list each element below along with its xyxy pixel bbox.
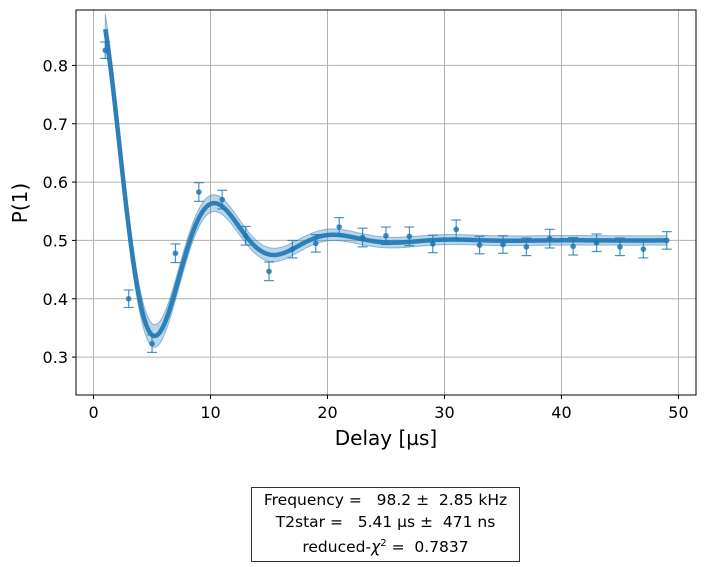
chi2-prefix: reduced-	[302, 538, 372, 557]
data-point	[240, 225, 251, 246]
y-axis-ticks: 0.3 0.4 0.5 0.6 0.7 0.8	[43, 56, 76, 367]
point-marker	[359, 234, 366, 241]
plot-frame	[75, 9, 697, 396]
x-tick-label: 30	[434, 403, 454, 422]
point-marker	[406, 233, 413, 240]
data-point	[123, 289, 134, 309]
point-marker	[125, 295, 132, 302]
data-point	[427, 234, 438, 254]
data-point	[193, 182, 204, 202]
point-marker	[663, 237, 670, 244]
data-point	[638, 239, 649, 259]
x-tick-label: 0	[88, 403, 98, 422]
data-point	[661, 231, 672, 250]
point-marker	[242, 232, 249, 239]
fit-report-box: Frequency = 98.2 ± 2.85 kHz T2star = 5.4…	[251, 487, 520, 562]
fit-chi2-text: reduced-χ2 = 0.7837	[252, 533, 519, 558]
point-marker	[570, 243, 576, 250]
fit-t2star-text: T2star = 5.41 µs ± 471 ns	[275, 513, 496, 531]
point-marker	[429, 241, 436, 247]
x-tick-label: 20	[317, 403, 337, 422]
point-marker	[289, 246, 296, 252]
point-marker	[476, 242, 483, 248]
point-marker	[546, 235, 553, 242]
chi2-superscript: 2	[380, 538, 387, 549]
y-tick-label: 0.3	[43, 348, 68, 367]
x-tick-label: 50	[668, 403, 688, 422]
grid	[76, 10, 696, 395]
y-tick-label: 0.7	[43, 115, 68, 134]
point-marker	[453, 226, 459, 233]
x-axis-label: Delay [µs]	[335, 426, 437, 450]
fit-confidence-band	[104, 13, 668, 348]
data-point	[310, 233, 321, 253]
data-point	[497, 235, 508, 254]
point-marker	[500, 241, 506, 248]
data-point	[591, 233, 602, 253]
x-axis-ticks: 0 10 20 30 40 50	[88, 395, 689, 422]
data-point	[568, 236, 579, 256]
data-point	[521, 237, 532, 257]
point-marker	[149, 340, 155, 347]
data-point	[147, 334, 158, 354]
x-tick-label: 40	[551, 403, 571, 422]
data-point	[381, 226, 391, 246]
point-marker	[102, 47, 109, 54]
data-point	[614, 237, 625, 257]
data-point	[474, 235, 485, 255]
point-marker	[172, 250, 179, 257]
point-marker	[266, 268, 272, 275]
point-marker	[640, 246, 647, 252]
x-tick-label: 10	[200, 403, 220, 422]
chi2-value: = 0.7837	[386, 538, 469, 557]
y-tick-label: 0.4	[43, 290, 68, 309]
y-tick-label: 0.8	[43, 56, 68, 75]
data-point	[357, 227, 368, 248]
chi-symbol: χ	[371, 538, 381, 557]
point-marker	[383, 232, 389, 239]
data-point	[287, 239, 298, 259]
data-point	[334, 217, 345, 237]
data-point	[100, 41, 111, 60]
y-axis-label: P(1)	[8, 183, 32, 223]
point-marker	[336, 224, 343, 230]
data-point	[544, 228, 555, 249]
point-marker	[593, 239, 600, 246]
y-tick-label: 0.5	[43, 231, 68, 250]
point-marker	[219, 196, 226, 203]
point-marker	[196, 189, 202, 195]
point-marker	[523, 244, 530, 250]
data-point	[404, 226, 415, 247]
data-point	[217, 189, 228, 210]
data-points	[100, 41, 672, 354]
data-point	[451, 219, 462, 240]
y-tick-label: 0.6	[43, 173, 68, 192]
data-point	[264, 261, 275, 282]
data-point	[170, 243, 181, 264]
point-marker	[313, 240, 319, 247]
fit-frequency-text: Frequency = 98.2 ± 2.85 kHz	[263, 491, 508, 509]
point-marker	[617, 244, 623, 250]
